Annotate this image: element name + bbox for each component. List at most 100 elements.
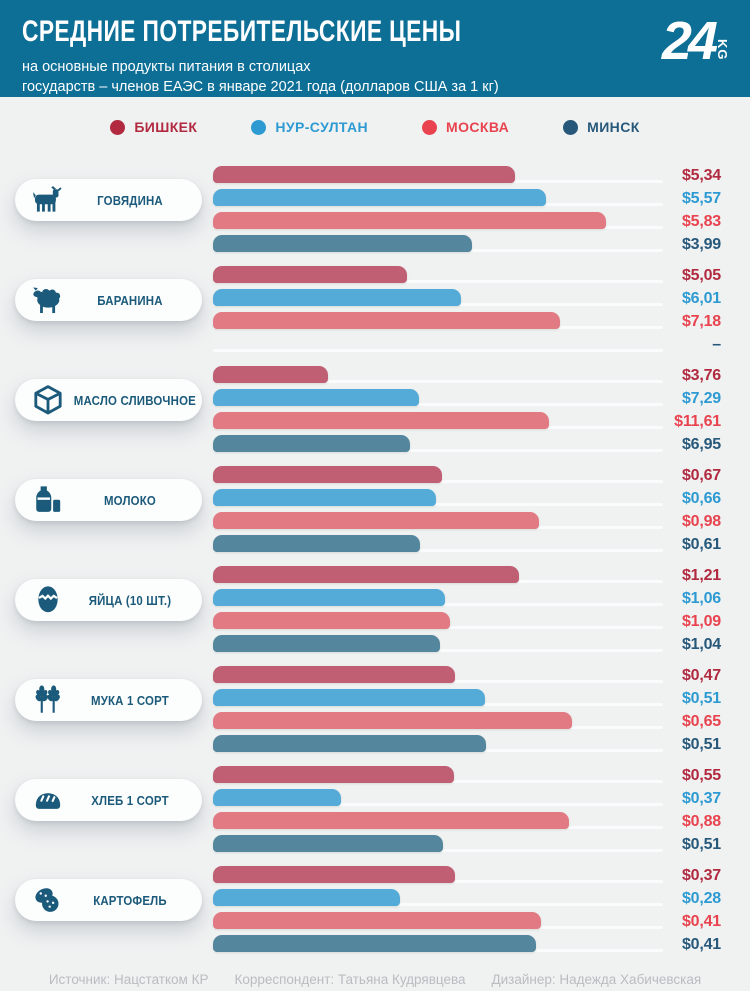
legend-dot	[422, 119, 438, 135]
price-value: $7,29	[681, 390, 721, 407]
category-pill: МАСЛО СЛИВОЧНОЕ	[15, 379, 202, 421]
legend-dot	[110, 119, 126, 135]
logo-suffix: kg	[715, 38, 730, 61]
price-bar	[213, 766, 454, 783]
subtitle-line2: государств – членов ЕАЭС в январе 2021 г…	[22, 79, 499, 95]
category-group: БАРАНИНА $5,05 $6,01 $7,18 –	[0, 255, 750, 355]
bar-row-bishkek: $3,76	[213, 363, 721, 386]
price-bar	[213, 412, 549, 429]
price-value: $0,65	[681, 713, 721, 730]
bar-track	[213, 503, 663, 506]
price-bar	[213, 912, 541, 929]
price-bar	[213, 589, 445, 606]
price-value: $6,95	[681, 436, 721, 453]
legend-dot	[251, 119, 267, 135]
bar-row-nursultan: $1,06	[213, 586, 721, 609]
bar-row-nursultan: $0,37	[213, 786, 721, 809]
bar-row-moskva: $0,98	[213, 509, 721, 532]
bar-rows: $0,55 $0,37 $0,88 $0,51	[213, 755, 721, 855]
cow-icon	[31, 183, 65, 217]
category-group: МАСЛО СЛИВОЧНОЕ $3,76 $7,29 $11,61 $6,95	[0, 355, 750, 455]
price-bar	[213, 889, 400, 906]
price-bar	[213, 635, 440, 652]
price-value: $0,28	[681, 890, 721, 907]
bar-rows: $1,21 $1,06 $1,09 $1,04	[213, 555, 721, 655]
price-value: $7,18	[681, 313, 721, 330]
bar-row-nursultan: $7,29	[213, 386, 721, 409]
price-bar	[213, 212, 606, 229]
category-label: ХЛЕБ 1 СОРТ	[91, 792, 169, 808]
footer: Источник: Нацстатком КР Корреспондент: Т…	[0, 972, 750, 987]
subtitle-line1: на основные продукты питания в столицах	[22, 59, 311, 75]
price-bar	[213, 689, 485, 706]
bar-row-moskva: $7,18	[213, 309, 721, 332]
price-value: $5,34	[681, 167, 721, 184]
bar-track	[213, 380, 663, 383]
price-bar	[213, 512, 539, 529]
price-value: $3,76	[681, 367, 721, 384]
price-bar	[213, 312, 560, 329]
category-pill: ЯЙЦА (10 ШТ.)	[15, 579, 202, 621]
bar-rows: $0,47 $0,51 $0,65 $0,51	[213, 655, 721, 755]
price-value: $0,51	[681, 836, 721, 853]
bar-row-bishkek: $5,05	[213, 263, 721, 286]
bar-row-minsk: $6,95	[213, 432, 721, 455]
price-bar	[213, 489, 436, 506]
logo-number: 24	[661, 11, 718, 71]
bar-row-nursultan: $5,57	[213, 186, 721, 209]
price-value: $0,37	[681, 790, 721, 807]
category-pill: МОЛОКО	[15, 479, 202, 521]
category-pill-column: МАСЛО СЛИВОЧНОЕ	[0, 355, 213, 455]
milk-icon	[31, 483, 65, 517]
bar-row-moskva: $5,83	[213, 209, 721, 232]
legend-label: МОСКВА	[446, 119, 510, 135]
category-pill-column: КАРТОФЕЛЬ	[0, 855, 213, 955]
butter-icon	[31, 383, 65, 417]
price-bar	[213, 189, 546, 206]
price-value: $0,51	[681, 690, 721, 707]
page-subtitle: на основные продукты питания в столицах …	[22, 57, 750, 97]
bar-row-minsk: $0,41	[213, 932, 721, 955]
bar-row-nursultan: $6,01	[213, 286, 721, 309]
bar-row-minsk: $0,51	[213, 732, 721, 755]
category-label: ГОВЯДИНА	[97, 192, 163, 208]
legend-item-bishkek: БИШКЕК	[110, 119, 197, 135]
bread-icon	[31, 783, 65, 817]
price-value: $0,61	[681, 536, 721, 553]
price-value: $1,09	[681, 613, 721, 630]
price-value: $0,41	[681, 936, 721, 953]
category-pill-column: БАРАНИНА	[0, 255, 213, 355]
price-value: $5,57	[681, 190, 721, 207]
price-bar	[213, 289, 461, 306]
legend-label: БИШКЕК	[134, 119, 198, 135]
bar-row-nursultan: $0,66	[213, 486, 721, 509]
price-value: $0,98	[681, 513, 721, 530]
category-pill: БАРАНИНА	[15, 279, 202, 321]
bar-track	[213, 803, 663, 806]
bar-rows: $5,34 $5,57 $5,83 $3,99	[213, 155, 721, 255]
bar-row-moskva: $11,61	[213, 409, 721, 432]
price-bar	[213, 566, 519, 583]
credit-source: Источник: Нацстатком КР	[48, 972, 209, 987]
chart-groups: ГОВЯДИНА $5,34 $5,57 $5,83 $3,99 БАРАНИНА $5,0…	[0, 155, 750, 955]
category-group: КАРТОФЕЛЬ $0,37 $0,28 $0,41 $0,41	[0, 855, 750, 955]
category-pill: КАРТОФЕЛЬ	[15, 879, 202, 921]
category-label: БАРАНИНА	[97, 292, 163, 308]
price-value: $6,01	[681, 290, 721, 307]
bar-track	[213, 349, 663, 352]
price-value: $0,55	[681, 767, 721, 784]
legend-label: НУР-СУЛТАН	[275, 119, 369, 135]
bar-row-bishkek: $0,67	[213, 463, 721, 486]
price-bar	[213, 835, 443, 852]
price-value: $3,99	[681, 236, 721, 253]
price-bar	[213, 266, 407, 283]
bar-row-bishkek: $0,37	[213, 863, 721, 886]
category-group: ХЛЕБ 1 СОРТ $0,55 $0,37 $0,88 $0,51	[0, 755, 750, 855]
bar-row-bishkek: $0,47	[213, 663, 721, 686]
page-title: СРЕДНИЕ ПОТРЕБИТЕЛЬСКИЕ ЦЕНЫ	[22, 15, 462, 48]
price-value: $5,83	[681, 213, 721, 230]
bar-row-moskva: $0,88	[213, 809, 721, 832]
price-bar	[213, 389, 419, 406]
legend-dot	[563, 119, 579, 135]
price-bar	[213, 435, 410, 452]
